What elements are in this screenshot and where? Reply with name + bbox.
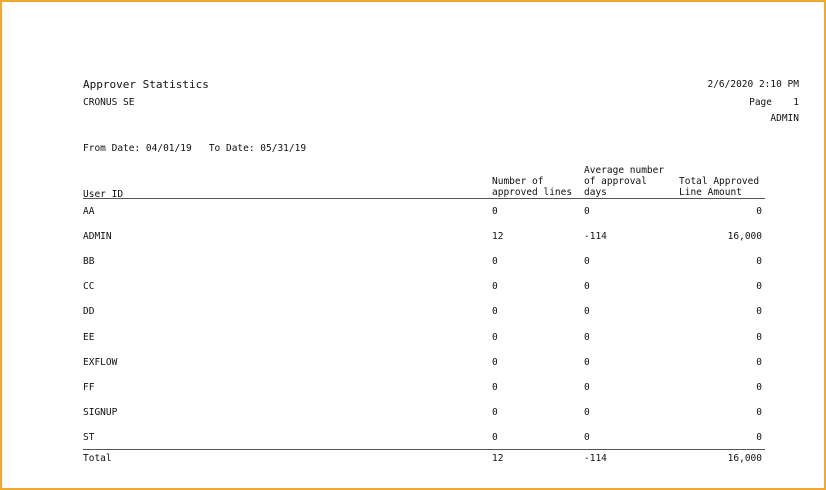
cell-avg-approval-days: 0 <box>584 432 590 443</box>
cell-total-amount: 0 <box>756 357 762 368</box>
total-lines: 12 <box>492 453 504 464</box>
header-approved-lines: Number of approved lines <box>492 176 573 198</box>
cell-approved-lines: 0 <box>492 407 498 418</box>
cell-total-amount: 0 <box>756 382 762 393</box>
report-user: ADMIN <box>770 113 799 124</box>
cell-user-id: EE <box>83 332 95 343</box>
cell-user-id: AA <box>83 206 95 217</box>
cell-avg-approval-days: 0 <box>584 256 590 267</box>
cell-total-amount: 0 <box>756 206 762 217</box>
cell-avg-approval-days: 0 <box>584 306 590 317</box>
cell-user-id: FF <box>83 382 95 393</box>
total-days: -114 <box>584 453 607 464</box>
cell-approved-lines: 0 <box>492 357 498 368</box>
cell-approved-lines: 0 <box>492 382 498 393</box>
cell-avg-approval-days: 0 <box>584 407 590 418</box>
date-filter: From Date: 04/01/19 To Date: 05/31/19 <box>83 143 307 154</box>
cell-user-id: DD <box>83 306 95 317</box>
cell-total-amount: 0 <box>756 407 762 418</box>
cell-total-amount: 0 <box>756 432 762 443</box>
company-name: CRONUS SE <box>83 97 135 108</box>
report-datetime: 2/6/2020 2:10 PM <box>707 79 799 90</box>
header-total-amount: Total Approved Line Amount <box>679 176 760 198</box>
cell-approved-lines: 0 <box>492 332 498 343</box>
cell-user-id: ST <box>83 432 95 443</box>
cell-user-id: BB <box>83 256 95 267</box>
cell-avg-approval-days: 0 <box>584 332 590 343</box>
cell-approved-lines: 0 <box>492 432 498 443</box>
cell-user-id: EXFLOW <box>83 357 118 368</box>
cell-total-amount: 16,000 <box>727 231 762 242</box>
cell-total-amount: 0 <box>756 256 762 267</box>
header-user-id: User ID <box>83 189 124 200</box>
header-avg-approval-days: Average number of approval days <box>584 165 665 198</box>
total-divider <box>83 449 765 450</box>
header-divider <box>83 198 765 199</box>
report-title: Approver Statistics <box>83 78 209 91</box>
cell-user-id: CC <box>83 281 95 292</box>
cell-avg-approval-days: 0 <box>584 206 590 217</box>
cell-avg-approval-days: 0 <box>584 357 590 368</box>
cell-approved-lines: 0 <box>492 281 498 292</box>
cell-total-amount: 0 <box>756 281 762 292</box>
cell-avg-approval-days: -114 <box>584 231 607 242</box>
cell-avg-approval-days: 0 <box>584 281 590 292</box>
cell-approved-lines: 0 <box>492 256 498 267</box>
cell-approved-lines: 0 <box>492 206 498 217</box>
page-label: Page <box>749 97 772 108</box>
cell-total-amount: 0 <box>756 306 762 317</box>
cell-user-id: ADMIN <box>83 231 112 242</box>
page-number: 1 <box>793 97 799 108</box>
total-label: Total <box>83 453 112 464</box>
cell-avg-approval-days: 0 <box>584 382 590 393</box>
total-amount: 16,000 <box>727 453 762 464</box>
cell-user-id: SIGNUP <box>83 407 118 418</box>
cell-approved-lines: 0 <box>492 306 498 317</box>
cell-approved-lines: 12 <box>492 231 504 242</box>
cell-total-amount: 0 <box>756 332 762 343</box>
